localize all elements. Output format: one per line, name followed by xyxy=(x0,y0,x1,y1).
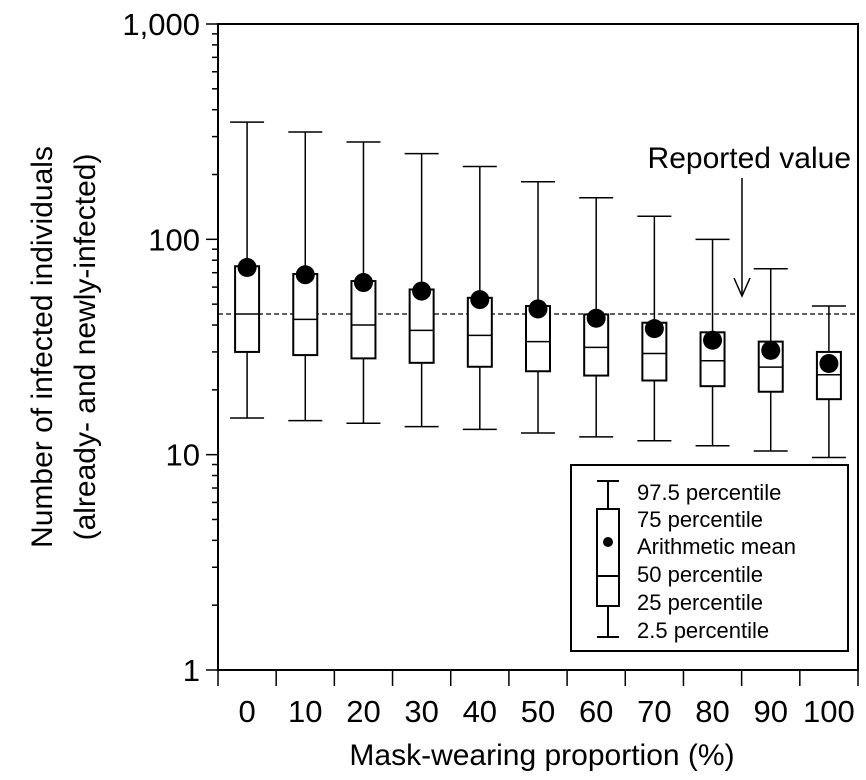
box-50 xyxy=(521,181,555,434)
x-tick-label: 60 xyxy=(579,694,613,729)
legend-item-mean: Arithmetic mean xyxy=(637,534,796,559)
box-0 xyxy=(230,121,265,419)
y-axis: 1 10 100 1,000 xyxy=(122,7,218,688)
legend-frame xyxy=(570,464,849,652)
legend-mean-marker xyxy=(603,537,613,547)
y-axis-title-line2: (already- and newly-infected) xyxy=(69,154,102,541)
mean-marker xyxy=(353,273,373,293)
box-60 xyxy=(579,196,614,438)
legend-item-p97-5: 97.5 percentile xyxy=(637,480,781,505)
x-tick-label: 20 xyxy=(346,694,380,729)
mean-marker xyxy=(470,290,490,310)
iqr-box xyxy=(350,280,377,360)
reported-value-arrow xyxy=(733,178,751,298)
legend-item-p75: 75 percentile xyxy=(637,507,763,532)
box-10 xyxy=(288,131,323,422)
mean-marker xyxy=(819,354,839,374)
x-axis: 0 10 20 30 40 50 60 70 80 90 100 xyxy=(217,670,859,729)
box-series xyxy=(230,121,846,459)
mean-marker xyxy=(237,257,257,277)
legend-item-p50: 50 percentile xyxy=(637,562,763,587)
mean-marker xyxy=(644,319,664,339)
x-tick-label: 70 xyxy=(637,694,671,729)
iqr-box xyxy=(234,265,261,353)
x-tick-label: 40 xyxy=(463,694,497,729)
y-axis-title-line1: Number of infected individuals xyxy=(26,146,59,548)
x-tick-label: 50 xyxy=(521,694,555,729)
box-40 xyxy=(462,165,497,431)
plot-frame xyxy=(217,23,859,671)
box-70 xyxy=(637,215,672,442)
y-tick-label: 10 xyxy=(166,438,200,473)
x-tick-label: 0 xyxy=(238,694,255,729)
y-tick-label: 100 xyxy=(148,222,200,257)
x-tick-label: 30 xyxy=(404,694,438,729)
mean-marker xyxy=(703,330,723,350)
box-80 xyxy=(695,238,730,447)
mean-marker xyxy=(586,308,606,328)
mean-marker xyxy=(295,265,315,285)
y-tick-label: 1 xyxy=(183,653,200,688)
x-tick-label: 90 xyxy=(753,694,787,729)
x-tick-label: 100 xyxy=(803,694,855,729)
legend-item-p2-5: 2.5 percentile xyxy=(637,618,769,643)
x-axis-title: Mask-wearing proportion (%) xyxy=(349,739,734,772)
box-90 xyxy=(753,268,788,452)
legend-item-p25: 25 percentile xyxy=(637,590,763,615)
y-tick-label: 1,000 xyxy=(122,7,200,42)
mean-marker xyxy=(412,281,432,301)
box-30 xyxy=(404,152,439,428)
legend-box-symbol xyxy=(596,480,620,638)
box-20 xyxy=(346,141,381,424)
iqr-box xyxy=(583,313,610,377)
mean-marker xyxy=(761,340,781,360)
x-tick-label: 80 xyxy=(695,694,729,729)
box-100 xyxy=(811,305,846,459)
reported-value-label: Reported value xyxy=(648,142,851,175)
mean-marker xyxy=(528,299,548,319)
legend: 97.5 percentile 75 percentile Arithmetic… xyxy=(570,464,849,652)
x-tick-label: 10 xyxy=(288,694,322,729)
iqr-box xyxy=(292,273,319,357)
